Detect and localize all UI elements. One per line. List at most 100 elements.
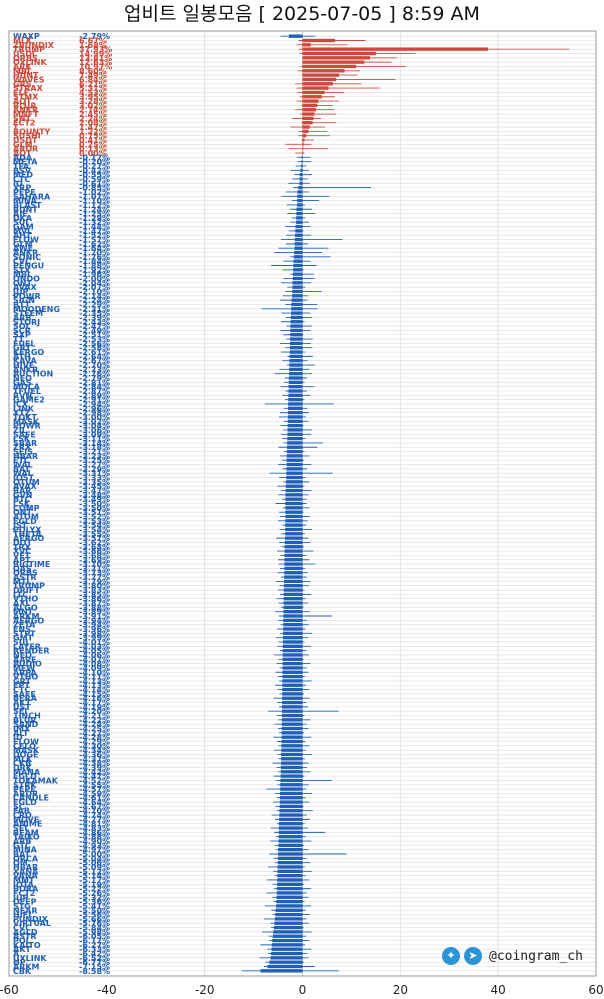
bar bbox=[301, 159, 303, 164]
value-label: -4.88% bbox=[79, 833, 110, 842]
coin-label: MNFT bbox=[13, 110, 39, 119]
value-label: -5.66% bbox=[79, 915, 110, 924]
bar bbox=[302, 138, 305, 142]
coin-label: BAT bbox=[13, 465, 31, 474]
coin-label: PENGU bbox=[13, 262, 44, 271]
bar bbox=[275, 912, 303, 917]
value-label: -3.83% bbox=[79, 586, 110, 595]
bar bbox=[302, 125, 310, 129]
coin-label: DRK bbox=[13, 763, 33, 772]
bar bbox=[302, 108, 316, 112]
bar bbox=[294, 246, 303, 250]
bar bbox=[287, 423, 303, 428]
bar bbox=[301, 164, 303, 168]
coin-label: USDC bbox=[13, 49, 38, 58]
bar bbox=[295, 233, 303, 237]
coin-label: ALT bbox=[13, 729, 29, 738]
bar bbox=[287, 428, 303, 432]
bar bbox=[280, 774, 303, 778]
value-label: -2.94% bbox=[79, 400, 110, 409]
bar bbox=[282, 683, 303, 687]
bar bbox=[282, 644, 303, 648]
bar bbox=[291, 298, 303, 302]
chart-title: 업비트 일봉모음 [ 2025-07-05 ] 8:59 AM bbox=[124, 3, 480, 25]
bar bbox=[281, 713, 303, 718]
bar bbox=[288, 397, 303, 402]
bar bbox=[289, 359, 303, 363]
value-label: -2.10% bbox=[79, 287, 110, 296]
bar bbox=[284, 549, 303, 553]
value-label: -4.77% bbox=[79, 815, 110, 824]
bar bbox=[292, 289, 303, 294]
value-label: -0.55% bbox=[79, 171, 110, 180]
coin-label: LINK bbox=[13, 404, 35, 413]
bar bbox=[288, 389, 303, 393]
coin-label: ETC bbox=[13, 456, 30, 465]
coin-label: SUI bbox=[13, 218, 28, 227]
value-label: 2.45% bbox=[79, 110, 107, 119]
value-label: -1.62% bbox=[79, 240, 110, 249]
bar bbox=[285, 493, 303, 497]
coin-label: JUP bbox=[12, 287, 28, 296]
axis-layer: -60 -40 -20 0 20 40 60 bbox=[0, 30, 604, 997]
bar bbox=[288, 402, 303, 406]
bar bbox=[279, 804, 303, 809]
bar bbox=[279, 813, 303, 817]
bar bbox=[285, 506, 303, 510]
coin-label: DEEP bbox=[13, 898, 37, 907]
coin-label: AVAX bbox=[13, 283, 37, 292]
bar bbox=[279, 809, 303, 813]
value-label: -1.76% bbox=[79, 253, 110, 262]
value-label: -0.17% bbox=[79, 153, 110, 162]
value-label: -5.84% bbox=[79, 924, 110, 933]
value-label: -4.17% bbox=[79, 699, 110, 708]
bar bbox=[282, 679, 303, 683]
coin-label: A bbox=[13, 950, 20, 959]
bar bbox=[302, 86, 329, 90]
coin-label: SONIC bbox=[13, 253, 41, 262]
coin-label: IMX bbox=[13, 725, 31, 734]
plot-frame bbox=[8, 30, 597, 977]
bar bbox=[282, 666, 303, 670]
coin-label: APT bbox=[13, 556, 31, 565]
coin-label: KERGO bbox=[13, 348, 44, 357]
value-label: -2.49% bbox=[79, 326, 110, 335]
bar bbox=[293, 259, 303, 263]
value-label: -2.00% bbox=[79, 274, 110, 283]
coin-label: SXP bbox=[13, 331, 31, 340]
bar bbox=[283, 609, 303, 614]
coin-label: CBK bbox=[13, 967, 32, 976]
bar bbox=[288, 380, 303, 385]
coin-label: CANDLE bbox=[13, 794, 49, 803]
coin-label: MEW bbox=[13, 664, 35, 673]
coin-label: AAVE bbox=[13, 655, 37, 664]
value-label: -4.27% bbox=[79, 729, 110, 738]
value-label: -2.98% bbox=[79, 409, 110, 418]
coin-label: BAT bbox=[13, 850, 31, 859]
bar bbox=[281, 735, 303, 739]
coin-label: CTC bbox=[13, 175, 30, 184]
coin-label: ARB bbox=[13, 313, 31, 322]
coin-label: RENDER bbox=[13, 647, 50, 656]
bar bbox=[281, 744, 303, 748]
coin-label: SBAR bbox=[13, 439, 37, 448]
coin-label: TAIKO bbox=[13, 833, 40, 842]
value-label: -4.08% bbox=[79, 660, 110, 669]
bar bbox=[288, 393, 303, 398]
coin-label: HUNT bbox=[13, 71, 39, 80]
bar bbox=[302, 60, 365, 64]
bar bbox=[285, 488, 303, 493]
bar bbox=[300, 168, 303, 172]
bar bbox=[291, 311, 303, 315]
bar bbox=[288, 376, 303, 380]
x-tick-label: -20 bbox=[195, 983, 215, 997]
bar bbox=[285, 532, 303, 536]
bar bbox=[294, 242, 303, 246]
value-label: -4.97% bbox=[79, 846, 110, 855]
coin-label: STMX bbox=[13, 93, 39, 102]
coin-label: ARKM bbox=[13, 612, 40, 621]
bar bbox=[290, 315, 303, 320]
coin-label: COMP bbox=[13, 504, 40, 513]
coin-label: ORBS bbox=[13, 54, 38, 63]
value-label: -4.13% bbox=[79, 677, 110, 686]
